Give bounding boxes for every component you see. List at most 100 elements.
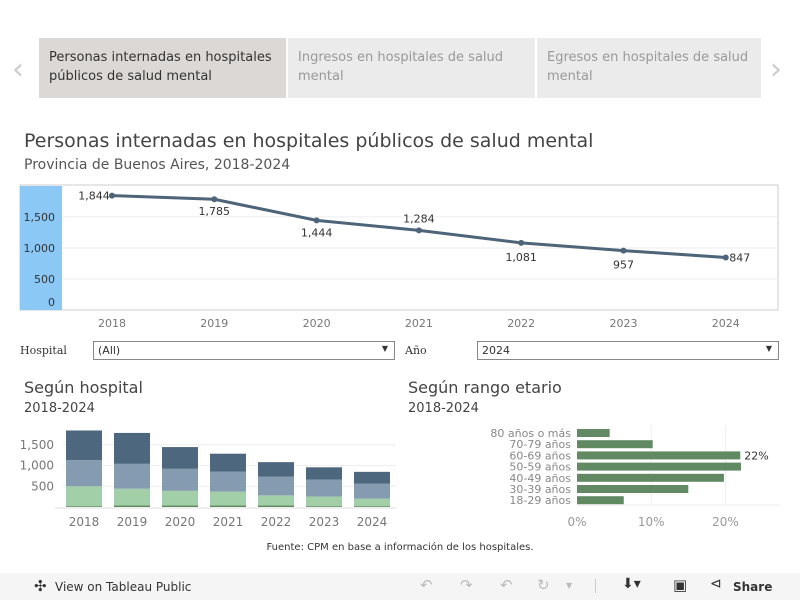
bar-segment — [162, 468, 198, 491]
bar-segment — [354, 498, 390, 507]
data-label: 847 — [729, 251, 750, 264]
bar-segment — [114, 432, 150, 464]
age-chart-title: Según rango etario — [408, 378, 562, 397]
bar-segment — [258, 495, 294, 506]
fullscreen-icon[interactable]: ▣ — [673, 576, 688, 594]
line-chart: 0 500 1,000 1,500 1,844 2018 1,785 2019 1,444 202… — [19, 184, 779, 330]
y-tick-label: 1,500 — [20, 438, 54, 452]
x-tick-label: 2018 — [69, 515, 100, 529]
share-button[interactable]: Share — [733, 580, 773, 594]
data-point — [620, 247, 627, 254]
bar-segment — [354, 506, 390, 507]
data-point — [109, 192, 115, 199]
bar — [577, 440, 653, 449]
bar-segment — [258, 476, 294, 496]
x-tick-label: 2024 — [712, 317, 740, 330]
data-label: 1,785 — [199, 205, 231, 218]
hospital-filter-select[interactable]: (All) ▼ — [93, 341, 395, 360]
bar — [577, 429, 610, 437]
bar-segment — [114, 505, 150, 507]
data-label: 1,444 — [301, 226, 333, 239]
view-on-tableau-link[interactable]: View on Tableau Public — [55, 580, 192, 594]
toolbar-divider — [595, 579, 596, 593]
data-label: 957 — [613, 259, 634, 272]
y-tick-label: 30-39 años — [509, 483, 571, 496]
data-point — [518, 239, 525, 246]
x-tick-label: 2018 — [98, 317, 126, 330]
tab-personas-internadas[interactable]: Personas internadas en hospitales públic… — [39, 38, 286, 98]
x-tick-label: 2022 — [507, 317, 535, 330]
revert-icon[interactable]: ↶ — [500, 576, 513, 594]
line-chart-subtitle: Provincia de Buenos Aires, 2018-2024 — [24, 157, 291, 173]
bar-segment — [306, 467, 342, 480]
bar-segment — [258, 505, 294, 507]
y-tick-label: 50-59 años — [509, 461, 571, 474]
bar-segment — [162, 505, 198, 507]
x-tick-label: 2023 — [309, 515, 340, 529]
data-point — [211, 196, 218, 203]
y-tick-label: 60-69 años — [509, 449, 571, 462]
y-tick-label: 1,000 — [24, 242, 56, 255]
x-tick-label: 2019 — [117, 515, 148, 529]
data-label: 1,081 — [505, 251, 537, 264]
x-tick-label: 2020 — [165, 515, 196, 529]
source-note: Fuente: CPM en base a información de los… — [266, 542, 534, 553]
chevron-right-icon[interactable]: › — [770, 52, 782, 87]
x-tick-label: 2021 — [405, 317, 433, 330]
undo-icon[interactable]: ↶ — [420, 576, 433, 594]
hospital-chart-subtitle: 2018-2024 — [24, 401, 95, 416]
x-tick-label: 20% — [712, 515, 739, 529]
data-point — [313, 217, 320, 224]
hospital-stacked-bar-chart: 500 1,000 1,500 2018 2019 2020 2021 2022 2023 202… — [20, 430, 396, 529]
bar — [577, 462, 741, 471]
bar — [577, 451, 741, 460]
data-label: 22% — [744, 449, 768, 462]
bar-segment — [258, 462, 294, 477]
bar — [577, 485, 689, 493]
data-label: 1,284 — [403, 212, 435, 225]
y-tick-label: 1,000 — [20, 459, 54, 473]
dropdown-caret-icon: ▼ — [765, 344, 772, 353]
y-tick-label: 0 — [48, 296, 55, 309]
bar-segment — [114, 488, 150, 506]
redo-icon[interactable]: ↷ — [460, 576, 473, 594]
x-tick-label: 0% — [567, 515, 586, 529]
anio-filter-label: Año — [405, 344, 427, 357]
data-label: 1,844 — [78, 190, 110, 203]
bar-segment — [114, 463, 150, 489]
age-chart-subtitle: 2018-2024 — [408, 401, 479, 416]
x-tick-label: 2021 — [213, 515, 244, 529]
y-tick-label: 70-79 años — [509, 438, 571, 451]
highlight-band — [20, 186, 62, 310]
bar — [577, 473, 724, 482]
bar-segment — [66, 506, 102, 507]
anio-filter-select[interactable]: 2024 ▼ — [477, 341, 779, 360]
x-tick-label: 2020 — [303, 317, 331, 330]
chevron-left-icon[interactable]: ‹ — [12, 52, 24, 87]
bar-segment — [210, 505, 246, 507]
bar-segment — [210, 491, 246, 506]
hospital-filter-value: (All) — [98, 344, 121, 357]
dropdown-caret-icon: ▼ — [381, 344, 388, 353]
tab-egresos[interactable]: Egresos en hospitales de salud mental — [537, 38, 761, 98]
bar-segment — [354, 471, 390, 484]
y-tick-label: 500 — [31, 479, 54, 493]
y-tick-label: 500 — [34, 273, 55, 286]
y-tick-label: 18-29 años — [509, 494, 571, 507]
tab-ingresos[interactable]: Ingresos en hospitales de salud mental — [288, 38, 535, 98]
bar-segment — [162, 447, 198, 469]
refresh-icon[interactable]: ↻ — [537, 576, 550, 594]
bar-segment — [306, 496, 342, 507]
bar-segment — [306, 479, 342, 497]
y-tick-label: 40-49 años — [509, 472, 571, 485]
bar-segment — [66, 460, 102, 487]
bar-segment — [66, 430, 102, 461]
x-tick-label: 2019 — [200, 317, 228, 330]
bar-segment — [210, 471, 246, 492]
share-icon[interactable]: ⊲ — [710, 576, 722, 592]
y-tick-label: 1,500 — [24, 211, 56, 224]
download-icon[interactable]: ⬇▾ — [622, 576, 641, 592]
anio-filter-value: 2024 — [482, 344, 510, 357]
refresh-dropdown-icon[interactable]: ▼ — [566, 581, 573, 590]
